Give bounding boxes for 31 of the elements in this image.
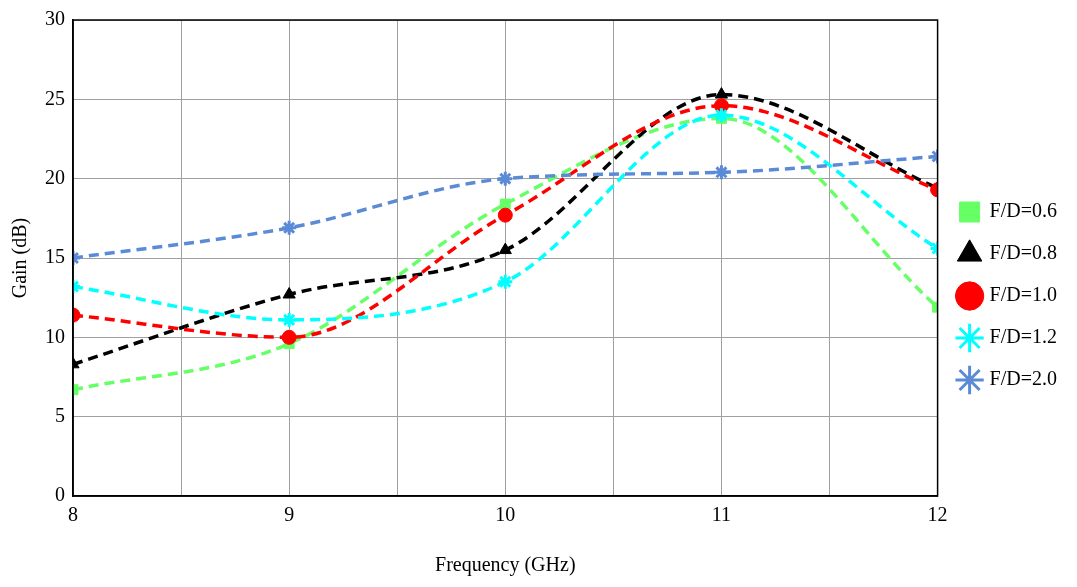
legend-label: F/D=1.0 <box>989 283 1057 306</box>
point <box>497 207 513 223</box>
x-tick-label: 10 <box>495 503 516 526</box>
y-tick-label: 15 <box>45 245 65 268</box>
legend-label: F/D=0.6 <box>989 199 1057 222</box>
x-tick-label: 12 <box>927 503 948 526</box>
y-tick-label: 20 <box>45 165 65 188</box>
x-tick-label: 8 <box>68 503 78 526</box>
legend-label: F/D=0.8 <box>989 241 1057 264</box>
x-tick-label: 9 <box>284 503 295 526</box>
y-tick-label: 10 <box>45 324 65 347</box>
y-tick-label: 25 <box>45 86 65 109</box>
legend-label: F/D=2.0 <box>989 367 1057 390</box>
point <box>496 273 514 291</box>
point <box>714 87 729 99</box>
point <box>499 198 511 210</box>
y-tick-label: 0 <box>55 483 65 506</box>
x-tick-label: 11 <box>711 503 732 526</box>
point <box>496 170 514 188</box>
point <box>280 219 298 237</box>
y-tick-label: 5 <box>55 403 65 426</box>
point <box>280 311 298 329</box>
point <box>282 286 296 299</box>
y-tick-label: 30 <box>45 7 65 30</box>
point <box>712 163 730 181</box>
point <box>281 329 297 345</box>
y-axis-title: Gain (dB) <box>8 217 32 299</box>
point <box>498 242 512 255</box>
legend-label: F/D=1.2 <box>989 325 1057 348</box>
point <box>712 106 730 124</box>
x-axis-title: Frequency (GHz) <box>435 553 576 577</box>
